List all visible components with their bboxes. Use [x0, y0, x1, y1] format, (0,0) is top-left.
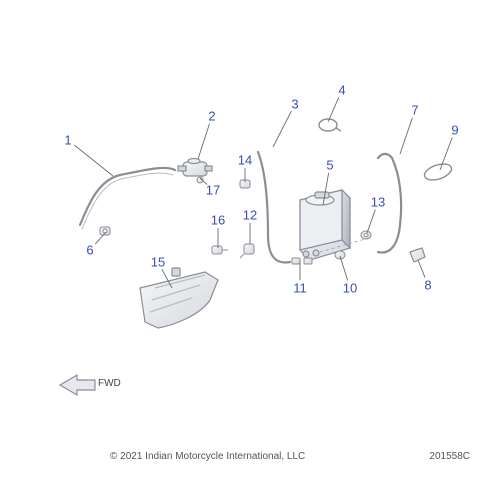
part-hose-7 [378, 154, 401, 253]
diagram-canvas [0, 0, 500, 500]
leader-line [74, 145, 113, 176]
leader-line [340, 256, 348, 280]
leader-line [418, 260, 425, 278]
leader-line [400, 118, 412, 154]
part-hose-3 [258, 152, 290, 263]
part-bracket-8 [410, 248, 425, 262]
part-bolt-16 [212, 246, 228, 254]
copyright-text: © 2021 Indian Motorcycle International, … [110, 451, 305, 462]
part-grommet-10 [335, 251, 345, 259]
fwd-arrow-icon [60, 375, 95, 395]
part-nut-13 [361, 231, 371, 239]
part-heat-shield [140, 268, 218, 328]
part-clip-12 [240, 244, 254, 258]
part-purge-valve [178, 159, 212, 177]
part-canister [300, 190, 350, 260]
leader-line [328, 97, 339, 122]
leader-line [367, 210, 375, 233]
leader-line [440, 137, 452, 170]
leader-line [198, 124, 210, 159]
part-clamp-9 [423, 161, 454, 183]
part-clamp-4 [319, 119, 341, 131]
diagram-id: 201558C [429, 451, 470, 462]
part-hose-left [80, 168, 175, 229]
fwd-label: FWD [98, 378, 121, 389]
part-fitting-11 [292, 258, 312, 264]
leader-line [273, 111, 291, 147]
leader-lines [74, 97, 452, 288]
